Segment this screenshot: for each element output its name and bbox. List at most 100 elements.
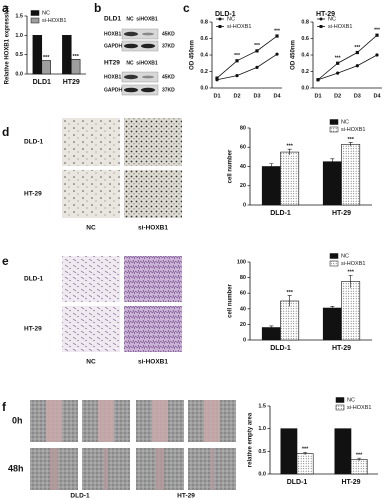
- legend-marker: [319, 17, 323, 21]
- error-bar: [357, 457, 362, 461]
- bar: [296, 453, 314, 475]
- bar: [261, 166, 281, 206]
- row-label: 0h: [12, 415, 23, 425]
- y-tick-label: 0.0: [301, 85, 309, 91]
- y-tick-label: 0.4: [200, 52, 209, 58]
- micrograph: [124, 256, 182, 302]
- legend-swatch: [335, 397, 345, 403]
- band-size: 37KD: [162, 87, 175, 93]
- x-tick-label: DLD-1: [287, 479, 308, 486]
- lane-label: siHOXB1: [136, 16, 158, 22]
- bar: [280, 428, 298, 475]
- panel-letter: f: [2, 400, 7, 414]
- error-bar: [269, 325, 274, 330]
- marker: [316, 78, 320, 82]
- marker: [275, 34, 279, 38]
- marker: [215, 76, 219, 80]
- significance: ***: [374, 28, 380, 34]
- error-bar: [269, 163, 274, 170]
- x-tick-label: D3: [253, 93, 260, 99]
- panel-letter: d: [2, 125, 9, 139]
- bar: [322, 307, 342, 341]
- y-tick-label: 20: [240, 322, 246, 328]
- x-tick-label: DLD-1: [270, 345, 291, 352]
- marker: [255, 49, 259, 53]
- row-label: HT-29: [24, 191, 42, 198]
- band-label: HOXB1: [104, 31, 121, 37]
- blot: DLD1 NC siHOXB1 HOXB1 GAPDH 45KD 37KD HT…: [104, 16, 175, 96]
- x-tick-label: HT-29: [341, 479, 360, 486]
- bar: [350, 459, 368, 475]
- significance: ***: [347, 137, 354, 143]
- col-label: si-HOXB1: [138, 225, 168, 232]
- band: [142, 32, 154, 36]
- micrograph: [62, 118, 120, 166]
- y-tick-label: 0: [243, 202, 246, 208]
- legend-marker: [218, 17, 222, 21]
- y-axis-label: cell number: [228, 149, 234, 183]
- legend-label: NC: [341, 253, 349, 259]
- band-label: HOXB1: [104, 74, 121, 80]
- y-axis-label: Relative HOXB1 expression: [5, 5, 11, 84]
- legend-label: si-HOXB1: [42, 18, 66, 24]
- bar: [62, 35, 72, 75]
- wound-gap: [211, 448, 214, 490]
- bar: [70, 59, 81, 75]
- panel-letter: b: [94, 1, 101, 15]
- marker: [255, 65, 259, 69]
- wound-gap: [50, 448, 58, 490]
- error-bar: [348, 142, 353, 147]
- band: [124, 31, 138, 37]
- y-tick-label: 0.0: [258, 471, 266, 477]
- lane-label: NC: [126, 16, 134, 22]
- blot-strip: [121, 71, 159, 83]
- legend-swatch: [329, 126, 339, 133]
- legend-label: NC: [227, 16, 235, 22]
- x-tick-label: DLD1: [33, 79, 51, 86]
- significance: ***: [274, 28, 280, 34]
- bar: [41, 60, 51, 75]
- wound-gap: [152, 400, 168, 442]
- band-label: GAPDH: [104, 87, 122, 93]
- y-tick-label: 0.0: [200, 85, 208, 91]
- y-tick-label: 0.8: [301, 19, 309, 25]
- marker: [355, 64, 359, 68]
- lane-label: NC: [126, 60, 134, 66]
- legend-label: si-HOXB1: [227, 24, 251, 30]
- marker: [355, 50, 359, 55]
- line: [216, 35, 278, 79]
- y-axis-label: OD 450nm: [190, 40, 196, 70]
- col-label: NC: [86, 359, 96, 366]
- legend-swatch: [329, 260, 339, 267]
- y-tick-label: 0.4: [301, 52, 310, 58]
- legend-swatch: [329, 119, 339, 125]
- images-e: DLD-1 HT-29 NC si-HOXB1: [24, 256, 182, 366]
- band: [124, 43, 138, 49]
- y-tick-label: 1.5: [15, 13, 23, 19]
- line: [317, 34, 378, 81]
- error-bar: [287, 148, 292, 155]
- y-tick-label: 0.8: [200, 19, 208, 25]
- blot-strip: [121, 84, 159, 96]
- y-tick-label: 40: [240, 306, 246, 312]
- micrograph: [124, 306, 182, 352]
- row-label: HT-29: [24, 326, 42, 333]
- y-tick-label: 60: [240, 145, 246, 151]
- legend-label: NC: [347, 397, 355, 403]
- blot-strip: [121, 40, 159, 52]
- significance: ***: [234, 53, 240, 59]
- band-size: 45KD: [162, 74, 175, 80]
- legend-marker: [218, 25, 222, 28]
- error-bar: [303, 451, 308, 455]
- x-tick-label: DLD-1: [270, 210, 291, 217]
- x-tick-label: D4: [373, 93, 381, 99]
- micrograph: [124, 170, 182, 218]
- wound-gap: [156, 448, 164, 490]
- micrograph: [62, 306, 120, 352]
- line: [317, 54, 378, 81]
- row-label: 48h: [8, 463, 24, 473]
- significance: ***: [354, 45, 360, 51]
- row-label: DLD-1: [24, 276, 44, 283]
- y-tick-label: 40: [240, 164, 246, 170]
- significance: ***: [335, 56, 341, 62]
